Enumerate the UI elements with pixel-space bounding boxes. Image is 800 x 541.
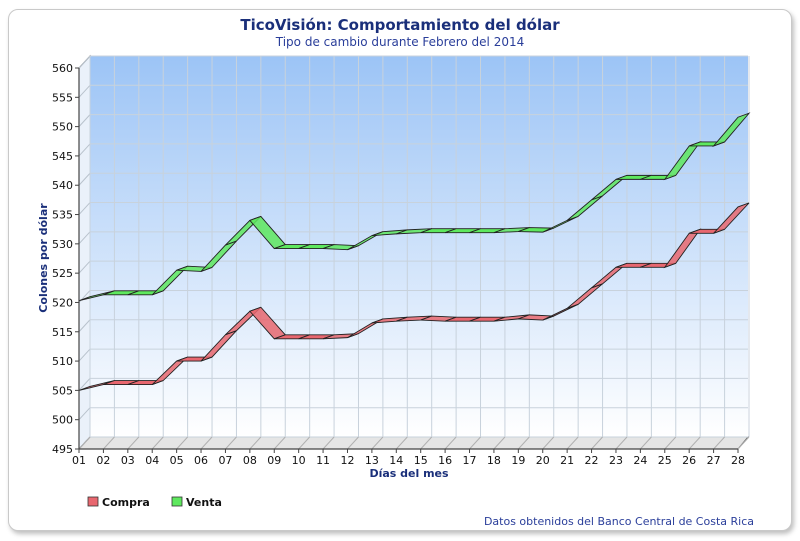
gridline-floor [200, 436, 213, 450]
legend-swatch-venta [171, 496, 183, 507]
legend-label-compra: Compra [102, 496, 150, 509]
y-tick-label: 535 [52, 209, 73, 222]
gridline-floor [127, 436, 140, 450]
gridline-floor [347, 436, 359, 450]
x-tick-label: 25 [658, 454, 672, 467]
x-tick-label: 16 [438, 454, 452, 467]
gridline-floor [444, 436, 457, 450]
y-tick-label: 560 [52, 62, 73, 75]
chart-title: TicoVisión: Comportamiento del dólar [240, 16, 560, 34]
gridline-floor [640, 436, 652, 450]
x-tick-label: 09 [267, 454, 281, 467]
x-tick-label: 18 [487, 454, 501, 467]
gridline-floor [713, 436, 725, 450]
gridline-floor [322, 436, 335, 450]
gridline-floor [469, 436, 481, 450]
x-tick-label: 14 [389, 454, 403, 467]
y-tick-label: 550 [52, 121, 73, 134]
y-tick-label: 555 [52, 91, 73, 104]
x-tick-label: 01 [72, 454, 86, 467]
series-venta [78, 112, 751, 302]
x-tick-label: 10 [292, 454, 306, 467]
x-tick-label: 23 [609, 454, 623, 467]
x-tick-label: 06 [194, 454, 208, 467]
gridline-wall [78, 172, 91, 186]
gridline-floor [566, 436, 579, 450]
gridline-wall [78, 319, 91, 333]
gridline-floor [249, 436, 262, 450]
x-tick-label: 21 [560, 454, 574, 467]
gridline-floor [591, 436, 603, 450]
x-tick-label: 04 [145, 454, 159, 467]
y-tick-label: 510 [52, 355, 73, 368]
legend-swatch-compra [87, 496, 99, 507]
plot-back-wall [90, 56, 748, 437]
y-axis-label: Colones por dólar [37, 203, 50, 313]
x-tick-label: 03 [121, 454, 135, 467]
gridline-wall [78, 55, 91, 69]
x-tick-label: 05 [170, 454, 184, 467]
x-tick-label: 19 [511, 454, 525, 467]
gridline-floor [737, 436, 750, 450]
gridline-wall [78, 143, 91, 157]
y-tick-label: 515 [52, 326, 73, 339]
x-tick-label: 15 [414, 454, 428, 467]
gridline-wall [78, 407, 91, 421]
gridline-wall [78, 378, 91, 391]
x-tick-label: 24 [633, 454, 647, 467]
gridline-wall [78, 260, 91, 274]
x-tick-label: 07 [218, 454, 232, 467]
gridline-floor [688, 436, 701, 450]
x-tick-label: 12 [340, 454, 354, 467]
series-compra [78, 202, 750, 391]
gridline-floor [176, 436, 188, 450]
gridline-floor [542, 436, 555, 450]
gridline-wall [78, 348, 91, 362]
y-tick-label: 520 [52, 296, 73, 309]
gridline-floor [493, 436, 506, 450]
gridline-floor [78, 436, 91, 450]
gridline-floor [103, 436, 115, 450]
gridline-floor [664, 436, 677, 450]
gridline-floor [395, 436, 408, 450]
gridline-floor [298, 436, 311, 450]
x-axis-label: Días del mes [369, 467, 449, 480]
gridline-floor [225, 436, 237, 450]
y-tick-label: 500 [52, 414, 73, 427]
gridline-floor [615, 436, 628, 450]
plot-floor [77, 436, 750, 450]
x-tick-label: 28 [731, 454, 745, 467]
legend: Compra Venta [87, 496, 222, 509]
gridline-wall [78, 202, 91, 215]
series-segment-venta [712, 112, 751, 147]
x-tick-label: 13 [365, 454, 379, 467]
gridline-floor [371, 436, 384, 450]
x-tick-label: 26 [682, 454, 696, 467]
x-tick-label: 20 [536, 454, 550, 467]
gridline-floor [517, 436, 530, 450]
gridline-wall [78, 84, 91, 98]
x-tick-label: 11 [316, 454, 330, 467]
gridline-wall [78, 114, 91, 127]
source-note: Datos obtenidos del Banco Central de Cos… [483, 515, 754, 528]
x-tick-label: 22 [585, 454, 599, 467]
x-tick-label: 02 [96, 454, 110, 467]
y-tick-label: 505 [52, 384, 73, 397]
chart-subtitle: Tipo de cambio durante Febrero del 2014 [275, 35, 525, 49]
x-tick-label: 08 [243, 454, 257, 467]
y-tick-label: 525 [52, 267, 73, 280]
gridline-floor [420, 436, 433, 450]
y-tick-label: 545 [52, 150, 73, 163]
y-tick-label: 540 [52, 179, 73, 192]
gridline-wall [78, 231, 91, 245]
x-tick-label: 17 [463, 454, 477, 467]
x-tick-label: 27 [707, 454, 721, 467]
legend-label-venta: Venta [186, 496, 222, 509]
series-segment-compra [713, 202, 750, 234]
y-tick-label: 530 [52, 238, 73, 251]
gridline-floor [151, 436, 164, 450]
gridline-floor [273, 436, 286, 450]
y-tick-label: 495 [52, 443, 73, 456]
